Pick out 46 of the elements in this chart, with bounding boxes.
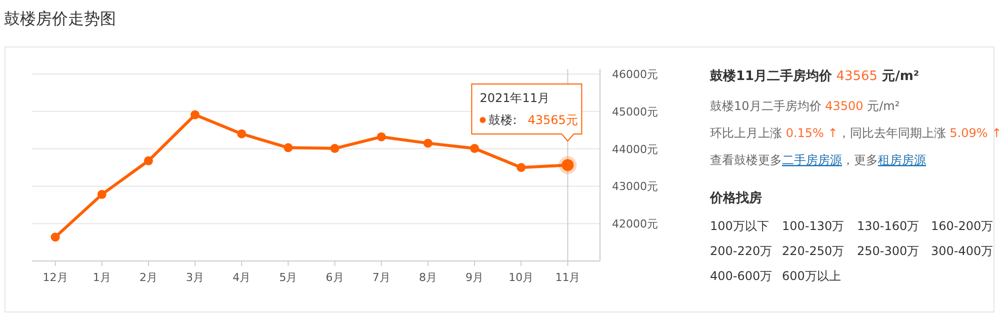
annotation: 2021年11月 — [480, 91, 550, 105]
x-tick-label: 8月 — [418, 271, 437, 284]
text: 160-200万 — [931, 219, 994, 233]
text: 元/m² — [863, 99, 900, 113]
text: 鼓楼11月二手房均价 — [709, 68, 834, 84]
text: 查看鼓楼更多 — [710, 153, 782, 167]
text: 100-130万 — [782, 219, 844, 233]
text: 0.15% ↑ — [782, 126, 838, 140]
text: 5.09% ↑ — [946, 126, 1000, 140]
text: 100万以下 — [710, 219, 769, 233]
text: 130-160万 — [857, 219, 920, 233]
text: ，同比去年同期上涨 — [838, 126, 946, 140]
text: 220-250万 — [782, 244, 844, 258]
x-tick-label: 4月 — [232, 271, 251, 284]
text: 600万以上 — [782, 269, 841, 283]
x-tick-label: 1月 — [92, 271, 111, 284]
y-tick-label: 43000元 — [612, 180, 658, 194]
text: 300-400万 — [931, 244, 994, 258]
text: 元/m² — [878, 69, 920, 84]
y-tick-label: 46000元 — [612, 68, 658, 81]
y-tick-label: 42000元 — [612, 218, 658, 231]
x-tick-label: 10月 — [508, 271, 534, 284]
x-tick-label: 5月 — [279, 271, 298, 284]
x-tick-label: 2月 — [139, 271, 158, 284]
text: 鼓楼10月二手房均价 — [710, 99, 822, 113]
text: 43565 — [832, 69, 878, 84]
data-label: 43565元 — [528, 113, 578, 127]
legend-label: 鼓楼: — [488, 113, 517, 127]
text: 价格找房 — [709, 190, 762, 206]
x-tick-label: 11月 — [555, 271, 580, 284]
x-tick-label: 9月 — [466, 271, 484, 284]
text: 400-600万 — [710, 269, 772, 283]
chart-title: 鼓楼房价走势图 — [4, 9, 116, 28]
text: 250-300万 — [857, 244, 920, 258]
text: 200-220万 — [710, 244, 772, 258]
x-tick-label: 7月 — [372, 271, 390, 284]
text: 二手房房源 — [782, 153, 842, 167]
x-tick-label: 6月 — [326, 271, 344, 284]
text: 租房房源 — [878, 153, 926, 167]
x-tick-label: 12月 — [42, 271, 68, 284]
y-tick-label: 45000元 — [612, 105, 658, 118]
text: 43500 — [821, 99, 864, 113]
y-tick-label: 44000元 — [612, 142, 658, 156]
x-tick-label: 3月 — [186, 271, 204, 284]
text: 环比上月上涨 — [710, 126, 782, 140]
text: ，更多 — [842, 153, 878, 167]
